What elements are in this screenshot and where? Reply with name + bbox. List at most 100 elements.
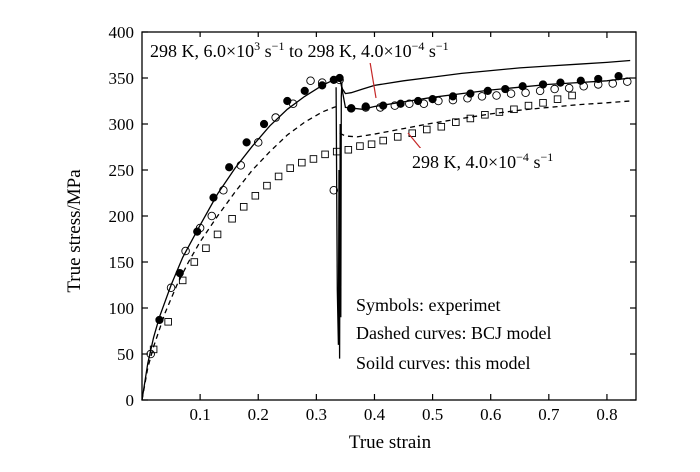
open-square-point: [332, 147, 341, 156]
filled-circle-point: [556, 78, 565, 87]
y-tick-label: 350: [109, 69, 135, 88]
marker-layer: [146, 72, 632, 359]
open-square-point: [309, 155, 318, 163]
open-circle-point: [376, 103, 385, 112]
x-tick-label: 0.4: [364, 405, 386, 424]
filled-circle-point: [283, 96, 292, 106]
filled-circle-point: [300, 86, 309, 95]
open-square-point: [190, 258, 199, 266]
open-square-point: [149, 345, 158, 354]
x-tick-label: 0.2: [248, 405, 269, 424]
open-circle-point: [219, 185, 228, 195]
open-square-point: [408, 129, 416, 137]
y-tick-labels: 0 50 100 150 200 250 300 350 400: [109, 23, 135, 410]
filled-circle-point: [155, 315, 164, 325]
open-square-point: [251, 192, 260, 200]
note-solid: Soild curves: this model: [356, 353, 531, 373]
annotation-leader-lower: [407, 132, 423, 151]
open-circle-point: [535, 86, 545, 96]
open-circle-point: [405, 99, 414, 109]
open-square-point: [437, 123, 446, 131]
open-circle-point: [288, 99, 298, 109]
open-circle-point: [448, 95, 458, 105]
open-square-point: [213, 230, 222, 239]
open-square-point: [228, 215, 236, 223]
open-square-point: [286, 164, 294, 172]
y-tick-label: 100: [109, 299, 135, 318]
open-square-point: [539, 99, 547, 107]
open-square-point: [379, 136, 387, 145]
open-square-point: [344, 146, 353, 154]
open-square-point: [356, 142, 364, 150]
open-square-point: [553, 95, 562, 103]
open-circle-point: [477, 92, 487, 101]
series-layer: [141, 59, 631, 401]
open-circle-point: [593, 80, 603, 89]
open-square-point: [164, 318, 172, 326]
open-circle-point: [271, 113, 280, 122]
filled-circle-point: [242, 138, 251, 147]
annotation-leader-upper: [369, 61, 377, 99]
plot-area: [141, 31, 637, 401]
filled-circle-point: [413, 96, 423, 106]
filled-circle-point: [501, 84, 510, 94]
y-tick-label: 250: [109, 161, 135, 180]
annotation-upper: 298 K, 6.0×103 s−1 to 298 K, 4.0×10−4 s−…: [150, 39, 449, 61]
x-tick-label: 0.7: [538, 405, 560, 424]
open-circle-point: [463, 93, 472, 103]
open-square-point: [263, 181, 271, 190]
open-circle-point: [236, 161, 246, 170]
filled-circle-point: [466, 89, 475, 98]
open-square-point: [393, 133, 402, 141]
filled-circle-point: [614, 72, 623, 81]
x-axis-title: True strain: [349, 432, 432, 453]
open-circle-point: [317, 78, 327, 87]
x-tick-label: 0.6: [480, 405, 501, 424]
open-square-point: [510, 105, 518, 114]
open-circle-point: [306, 76, 315, 86]
open-circle-point: [207, 211, 216, 221]
open-circle-point: [195, 223, 205, 233]
note-dashed: Dashed curves: BCJ model: [356, 323, 551, 343]
open-square-point: [202, 244, 210, 252]
filled-circle-point: [318, 81, 327, 90]
open-circle-point: [521, 88, 530, 97]
y-tick-label: 200: [109, 207, 135, 226]
open-circle-point: [434, 96, 443, 106]
open-circle-point: [390, 101, 400, 110]
filled-circle-point: [259, 119, 269, 129]
open-square-point: [524, 101, 533, 110]
x-tick-label: 0.5: [422, 405, 443, 424]
dashed-curve-3: [141, 104, 340, 401]
open-circle-point: [329, 185, 339, 195]
filled-circle-point: [483, 86, 492, 95]
solid-curve-0: [141, 59, 631, 401]
open-circle-point: [346, 104, 356, 113]
annotation-upper-bg: [146, 37, 558, 63]
open-square-point: [239, 203, 248, 211]
open-square-point: [495, 108, 504, 116]
dashed-curve-4: [339, 100, 631, 138]
x-tick-labels: 0.1 0.2 0.3 0.4 0.5 0.6 0.7 0.8: [189, 405, 617, 424]
open-circle-point: [564, 83, 574, 93]
x-tick-label: 0.3: [306, 405, 327, 424]
open-circle-point: [623, 77, 632, 86]
open-circle-point: [419, 99, 429, 109]
open-circle-point: [166, 283, 176, 293]
x-tick-label: 0.1: [189, 405, 210, 424]
tick-layer: [142, 31, 636, 401]
y-tick-label: 400: [109, 23, 135, 42]
open-circle-point: [492, 91, 501, 100]
open-circle-point: [335, 75, 344, 85]
x-tick-label: 0.8: [596, 405, 617, 424]
y-tick-label: 150: [109, 253, 135, 272]
open-square-point: [568, 91, 576, 100]
open-square-point: [298, 158, 306, 167]
filled-circle-point: [209, 193, 218, 202]
open-circle-point: [253, 138, 263, 147]
open-circle-point: [608, 79, 618, 88]
y-tick-label: 0: [126, 391, 135, 410]
annotation-lower: 298 K, 4.0×10−4 s−1: [412, 150, 553, 172]
open-square-point: [321, 150, 329, 159]
